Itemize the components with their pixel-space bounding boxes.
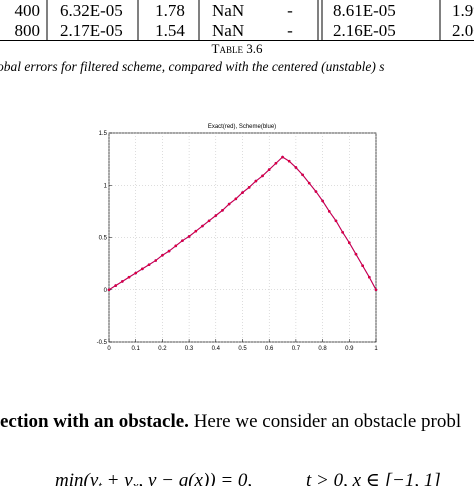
data-point <box>127 275 131 279</box>
x-tick-label: 1 <box>374 346 378 352</box>
x-tick-label: 0 <box>107 346 111 352</box>
data-point <box>121 280 124 283</box>
x-tick-label: 0.5 <box>238 346 247 352</box>
table-cell: 2.16E-05 <box>333 21 396 40</box>
table-cell: 1.78 <box>155 1 185 20</box>
y-tick-label: -0.5 <box>97 340 108 346</box>
data-point <box>227 202 231 206</box>
data-point <box>207 219 211 223</box>
eq-sub: x <box>132 478 139 486</box>
data-point <box>321 199 324 203</box>
table-cell: 6.32E-05 <box>60 1 123 20</box>
data-point <box>161 253 164 257</box>
data-point <box>187 235 191 238</box>
data-point <box>194 229 198 233</box>
table-cell: 2.00 <box>452 21 474 40</box>
data-point <box>301 173 304 177</box>
table-cell: NaN <box>212 21 244 40</box>
data-point <box>254 179 258 183</box>
data-point <box>167 249 171 253</box>
y-tick-label: 1.5 <box>99 131 108 137</box>
table-cell: 1.99 <box>452 1 474 20</box>
x-tick-label: 0.7 <box>292 346 301 352</box>
data-point <box>287 159 291 163</box>
x-tick-label: 0.9 <box>345 346 354 352</box>
equation: min(vt + vx, v − g(x)) = 0, t > 0, x ∈ [−… <box>55 470 441 486</box>
data-point <box>307 181 311 185</box>
data-point <box>274 162 278 165</box>
data-point <box>267 168 271 171</box>
data-point <box>354 252 358 256</box>
eq-sub: t <box>98 478 102 486</box>
data-point <box>334 219 338 223</box>
eq-part: , v − g(x)) = 0, <box>138 470 252 486</box>
table-cell: NaN <box>212 1 244 20</box>
y-tick-label: 1 <box>104 183 108 189</box>
data-point <box>241 191 244 194</box>
x-tick-label: 0.1 <box>132 346 141 352</box>
table-cell: 2.17E-05 <box>60 21 123 40</box>
data-point <box>154 259 158 262</box>
table-caption-label: Table 3.6 <box>212 41 263 56</box>
data-point <box>147 263 151 266</box>
y-tick-label: 0 <box>104 288 108 294</box>
table-caption: obal errors for filtered scheme, compare… <box>0 59 385 74</box>
data-point <box>134 271 137 275</box>
table-cell: 1.54 <box>155 21 185 40</box>
table-cell: - <box>287 21 293 40</box>
x-tick-label: 0.4 <box>212 346 221 352</box>
data-point <box>247 186 251 189</box>
section-heading: ection with an obstacle. <box>0 411 189 432</box>
data-point <box>174 244 178 248</box>
data-point <box>141 267 144 271</box>
table-cell: 400 <box>15 1 41 20</box>
data-point <box>114 284 117 287</box>
data-point <box>221 209 224 212</box>
data-point <box>181 239 184 242</box>
table-rules <box>0 0 474 41</box>
table-cell: 800 <box>15 21 41 40</box>
x-tick-label: 0.8 <box>318 346 327 352</box>
data-point <box>261 174 264 178</box>
data-point <box>374 288 378 292</box>
data-point <box>201 224 204 228</box>
y-tick-label: 0.5 <box>99 236 108 242</box>
table-cell: 8.61E-05 <box>333 1 396 20</box>
data-point <box>361 264 364 268</box>
eq-part: t > 0, x ∈ [−1, 1] <box>306 470 441 486</box>
chart-title: Exact(red), Scheme(blue) <box>208 124 276 130</box>
data-point <box>327 210 331 213</box>
table-cell: - <box>287 1 293 20</box>
eq-part: + v <box>102 470 133 486</box>
data-point <box>214 214 218 217</box>
data-point <box>107 288 111 292</box>
x-tick-label: 0.3 <box>185 346 194 352</box>
data-point <box>281 155 284 159</box>
x-tick-label: 0.2 <box>158 346 167 352</box>
data-point <box>314 190 318 193</box>
x-tick-label: 0.6 <box>265 346 274 352</box>
data-point <box>368 275 371 279</box>
data-point <box>234 197 238 201</box>
section-paragraph: ection with an obstacle. Here we conside… <box>0 411 461 432</box>
data-point <box>348 241 351 245</box>
section-text: Here we consider an obstacle probl <box>189 411 461 432</box>
data-point <box>294 166 298 169</box>
data-point <box>341 230 344 234</box>
eq-part: min(v <box>55 470 99 486</box>
